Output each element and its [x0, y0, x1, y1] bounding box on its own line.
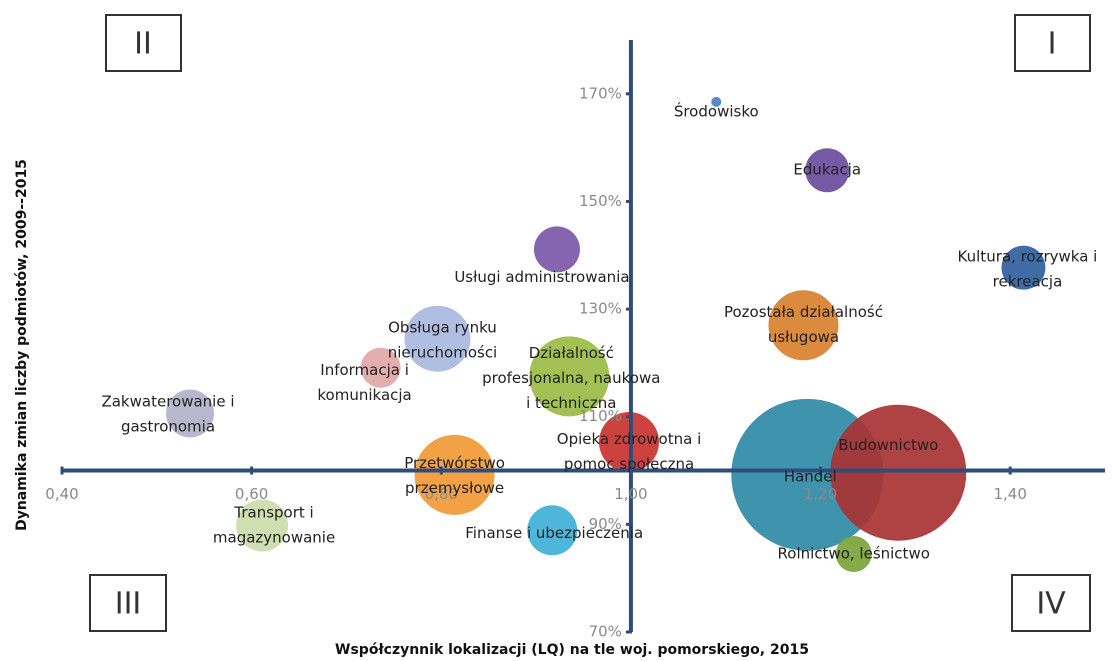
bubble-label: Budownictwo	[838, 436, 938, 454]
bubble-label: Edukacja	[793, 161, 861, 179]
quadrant-box	[105, 14, 182, 72]
bubble-label: Handel	[784, 467, 837, 485]
bubble	[768, 290, 839, 361]
x-tick-label: 0,80	[425, 485, 458, 503]
bubble-label: nieruchomości	[388, 344, 498, 362]
bubble-label: Rolnictwo, leśnictwo	[778, 544, 930, 562]
x-tick-label: 1,00	[614, 485, 647, 503]
quadrant-box	[1014, 14, 1091, 72]
x-tick-label: 1,20	[804, 485, 837, 503]
x-tick-label: 1,40	[993, 485, 1026, 503]
bubble-label: Środowisko	[674, 101, 759, 120]
bubble-label: Transport i	[233, 503, 313, 521]
bubble	[414, 434, 495, 515]
bubble-label: Zakwaterowanie i	[101, 392, 234, 410]
y-tick-label: 170%	[579, 84, 622, 102]
bubble-label: i techniczna	[526, 394, 616, 412]
bubble-label: Finanse i ubezpieczenia	[465, 524, 643, 542]
bubble-label: komunikacja	[317, 386, 411, 404]
x-axis-title: Współczynnik lokalizacji (LQ) na tle woj…	[335, 642, 809, 658]
bubble-label: gastronomia	[121, 417, 215, 435]
y-tick-label: 90%	[589, 515, 622, 533]
quadrant-label: I	[1048, 27, 1057, 62]
quadrant-boxes	[89, 14, 1091, 632]
bubble-label: Kultura, rozrywka i	[958, 248, 1098, 266]
bubble-label: Pozostała działalność	[724, 303, 883, 321]
y-tick-label: 130%	[579, 300, 622, 318]
bubble-label: Obsługa rynku	[388, 319, 497, 337]
bubble	[830, 404, 967, 541]
bubble	[711, 96, 722, 107]
y-axis-title: Dynamika zmian liczby podmiotów, 2009--2…	[14, 159, 30, 531]
bubble-label: Usługi administrowania	[454, 268, 629, 286]
bubble	[835, 535, 872, 572]
bubble-label: Przetwórstwo	[404, 454, 505, 472]
bubble-label: profesjonalna, naukowa	[482, 369, 660, 387]
quadrant-box	[1011, 574, 1091, 632]
y-tick-label: 70%	[589, 623, 622, 641]
y-tick-label: 110%	[579, 407, 622, 425]
bubble-label: usługowa	[768, 328, 839, 346]
bubble	[360, 347, 401, 388]
x-tick-label: 0,60	[235, 485, 268, 503]
bubble	[236, 499, 289, 552]
bubble	[529, 336, 610, 417]
bubble-label: Działalność	[529, 344, 614, 362]
x-tick-label: 0,40	[45, 485, 78, 503]
quadrant-label: IV	[1036, 587, 1066, 622]
bubble-label: Informacja i	[320, 361, 409, 379]
bubble	[527, 505, 578, 556]
bubble	[404, 305, 471, 372]
quadrant-label: II	[134, 27, 152, 62]
bubble-label: Opieka zdrowotna i	[557, 430, 701, 448]
bubble	[166, 389, 215, 438]
y-tick-label: 150%	[579, 192, 622, 210]
quadrant-label: III	[115, 587, 142, 622]
bubble-label: przemysłowe	[405, 479, 504, 497]
bubble-label: magazynowanie	[213, 528, 335, 546]
quadrant-box	[89, 574, 167, 632]
bubble	[1001, 245, 1046, 290]
bubble	[805, 148, 850, 193]
bubble	[533, 226, 580, 273]
bubble-label: pomoc społeczna	[564, 455, 694, 473]
bubble-label: rekreacja	[993, 273, 1063, 291]
